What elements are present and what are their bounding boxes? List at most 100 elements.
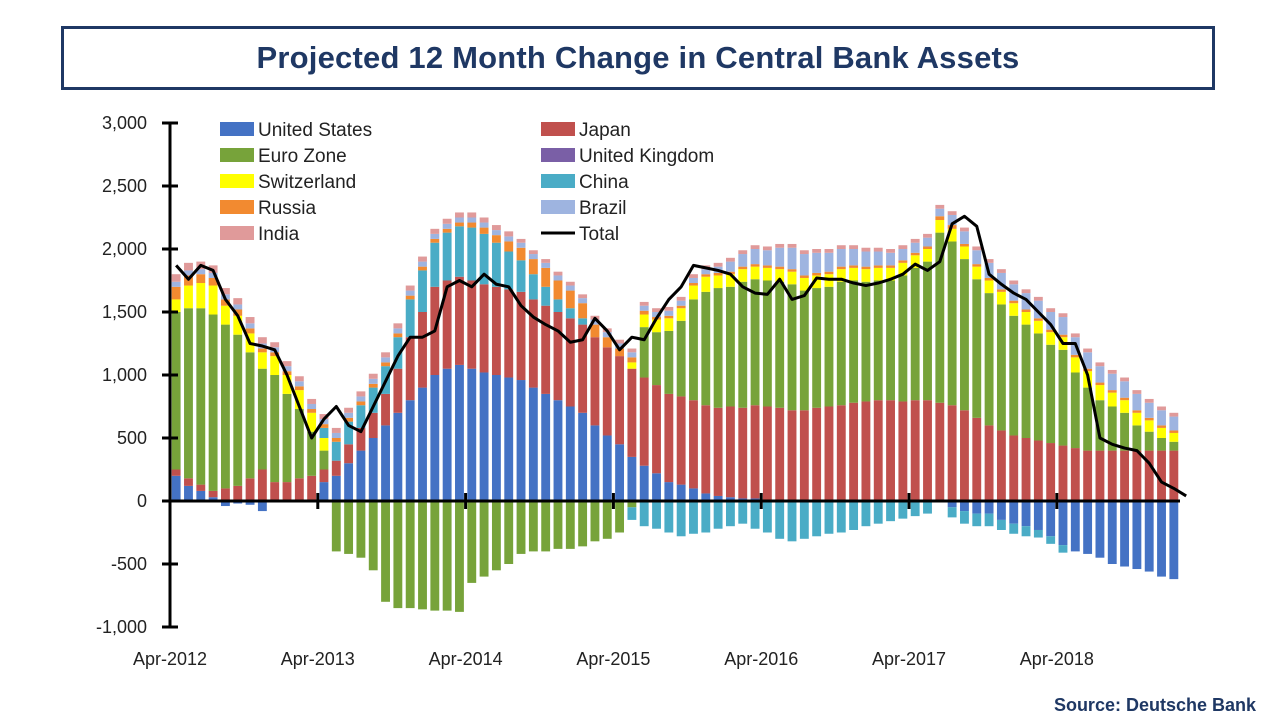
bar-euro-zone-38 (639, 327, 649, 378)
bar-india-16 (368, 373, 378, 379)
bar-india-73 (1070, 333, 1080, 338)
bar-euro-zone-50 (787, 284, 797, 411)
bar-brazil-13 (331, 432, 341, 438)
bar-china-56 (861, 501, 871, 527)
bar-china-43 (701, 501, 711, 533)
bar-brazil-6 (245, 323, 255, 329)
bar-euro-zone-20 (418, 501, 427, 610)
bar-russia-31 (553, 280, 563, 300)
bar-china-60 (910, 501, 920, 517)
bar-russia-73 (1070, 354, 1080, 358)
bar-united-states-70 (1033, 501, 1043, 530)
bar-united-states-64 (960, 501, 969, 512)
bar-japan-23 (455, 276, 464, 365)
bar-brazil-9 (282, 366, 292, 372)
bar-china-64 (960, 511, 969, 524)
bar-united-states-63 (947, 501, 957, 508)
bar-united-states-42 (689, 488, 698, 501)
bar-euro-zone-9 (282, 393, 292, 483)
bar-united-states-65 (972, 501, 982, 514)
bar-india-9 (282, 361, 292, 367)
bar-russia-69 (1021, 309, 1031, 312)
bar-switzerland-44 (713, 275, 723, 289)
bar-india-77 (1120, 377, 1130, 382)
bar-japan-62 (935, 402, 945, 501)
bar-brazil-5 (233, 304, 243, 310)
bar-euro-zone-13 (331, 501, 341, 552)
y-tick-label-2: 2,000 (102, 239, 147, 259)
bar-euro-zone-45 (725, 286, 735, 407)
bar-euro-zone-63 (947, 241, 957, 406)
bar-brazil-21 (430, 233, 440, 239)
bar-brazil-41 (676, 300, 686, 306)
bar-russia-17 (381, 362, 390, 367)
bar-japan-6 (245, 478, 255, 501)
source-note: Source: Deutsche Bank (1053, 695, 1256, 715)
bar-united-states-32 (565, 406, 575, 501)
bar-brazil-40 (664, 310, 674, 316)
bar-switzerland-52 (812, 275, 822, 289)
bar-china-27 (504, 251, 514, 290)
bar-united-states-3 (208, 497, 218, 501)
bar-euro-zone-67 (996, 304, 1006, 431)
bar-euro-zone-62 (935, 232, 945, 403)
bar-switzerland-12 (319, 438, 329, 451)
bar-japan-31 (553, 312, 563, 401)
bar-china-54 (836, 501, 846, 533)
bar-india-25 (479, 217, 489, 223)
bar-euro-zone-44 (713, 288, 723, 408)
bar-united-states-80 (1157, 501, 1166, 577)
bar-euro-zone-25 (479, 501, 489, 577)
bar-switzerland-40 (664, 318, 674, 331)
bar-euro-zone-66 (984, 293, 994, 426)
bar-brazil-28 (516, 242, 526, 248)
bar-switzerland-73 (1070, 357, 1080, 373)
bar-brazil-60 (910, 242, 920, 253)
bar-china-21 (430, 242, 440, 287)
bar-india-53 (824, 249, 834, 253)
bar-russia-38 (639, 310, 649, 315)
bar-japan-73 (1070, 448, 1080, 501)
bar-united-states-29 (528, 387, 538, 501)
bar-russia-22 (442, 228, 452, 233)
bar-china-20 (418, 270, 427, 312)
bar-japan-66 (984, 425, 994, 501)
bar-russia-60 (910, 252, 920, 256)
bar-united-states-45 (725, 497, 735, 501)
bar-united-states-15 (356, 450, 366, 501)
bar-india-38 (639, 301, 649, 306)
bar-russia-0 (171, 286, 181, 300)
bar-euro-zone-0 (171, 312, 181, 470)
y-tick-label-8: -1,000 (96, 617, 147, 637)
bar-japan-79 (1144, 450, 1154, 501)
bar-brazil-22 (442, 223, 452, 229)
bar-japan-50 (787, 410, 797, 501)
bar-euro-zone-74 (1083, 387, 1093, 451)
bar-japan-40 (664, 393, 674, 483)
bar-brazil-16 (368, 378, 378, 384)
bar-switzerland-9 (282, 375, 292, 394)
bar-russia-57 (873, 265, 883, 268)
bar-brazil-54 (836, 249, 846, 267)
bar-brazil-32 (565, 285, 575, 291)
bar-euro-zone-28 (516, 501, 526, 554)
bar-india-14 (344, 407, 354, 413)
bar-india-31 (553, 271, 563, 276)
bar-switzerland-68 (1009, 303, 1019, 316)
bar-china-55 (849, 501, 859, 530)
legend-label-china: China (579, 172, 629, 193)
bar-euro-zone-35 (602, 501, 612, 539)
legend-label-total: Total (579, 224, 619, 245)
bar-china-51 (799, 501, 809, 539)
bar-india-39 (652, 308, 661, 312)
bar-india-23 (455, 212, 464, 218)
bar-united-states-72 (1058, 501, 1068, 546)
bar-russia-81 (1169, 430, 1179, 433)
bar-japan-14 (344, 444, 354, 464)
bar-china-46 (738, 501, 748, 524)
bar-india-76 (1107, 369, 1117, 374)
legend-swatch-euro-zone (220, 148, 254, 162)
bar-united-states-13 (331, 475, 341, 501)
bar-united-states-73 (1070, 501, 1080, 552)
bar-united-states-18 (393, 412, 403, 501)
